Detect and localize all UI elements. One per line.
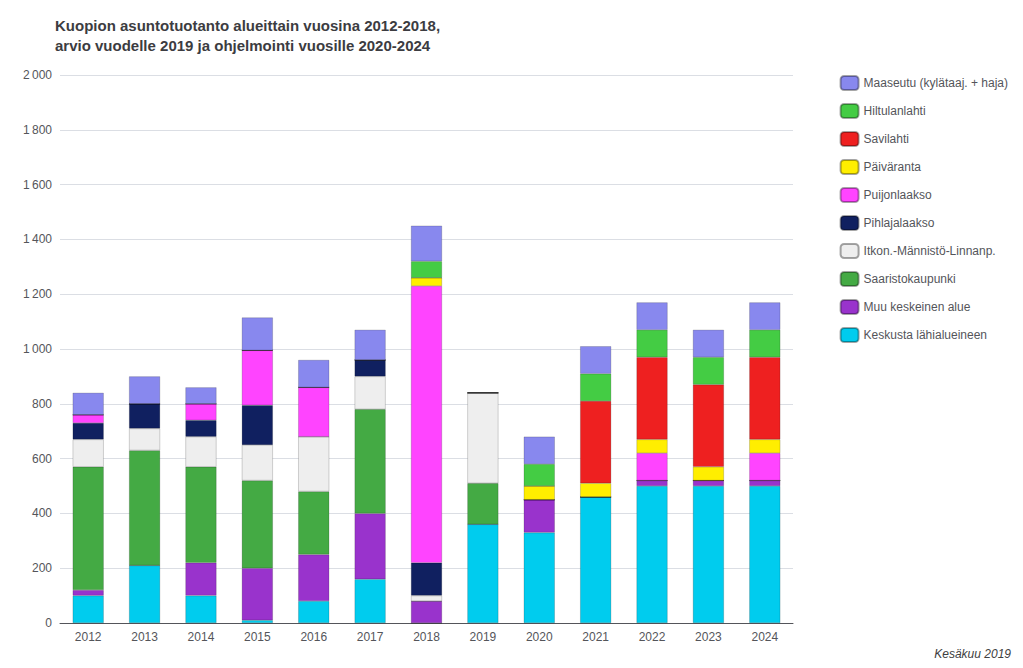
svg-text:2018: 2018 (413, 630, 440, 644)
svg-text:1 800: 1 800 (23, 123, 52, 137)
svg-text:2015: 2015 (244, 630, 271, 644)
svg-text:Itkon.-Männistö-Linnanp.: Itkon.-Männistö-Linnanp. (864, 244, 996, 258)
svg-text:Puijonlaakso: Puijonlaakso (864, 188, 932, 202)
svg-text:2024: 2024 (751, 630, 778, 644)
svg-text:2022: 2022 (639, 630, 666, 644)
svg-text:1 200: 1 200 (23, 287, 52, 301)
svg-text:2020: 2020 (526, 630, 553, 644)
svg-text:Saaristokaupunki: Saaristokaupunki (864, 272, 956, 286)
svg-text:Keskusta lähialueineen: Keskusta lähialueineen (864, 328, 987, 342)
svg-text:Kesäkuu 2019: Kesäkuu 2019 (934, 647, 1011, 661)
svg-text:800: 800 (32, 397, 52, 411)
svg-text:1 000: 1 000 (23, 342, 52, 356)
svg-text:200: 200 (32, 561, 52, 575)
svg-text:Hiltulanlahti: Hiltulanlahti (864, 104, 926, 118)
svg-text:400: 400 (32, 506, 52, 520)
svg-text:Maaseutu (kylätaaj. + haja): Maaseutu (kylätaaj. + haja) (864, 76, 1008, 90)
svg-text:2 000: 2 000 (23, 68, 52, 82)
svg-text:2017: 2017 (357, 630, 384, 644)
svg-text:2012: 2012 (75, 630, 102, 644)
svg-text:arvio vuodelle 2019 ja ohjelmo: arvio vuodelle 2019 ja ohjelmointi vuosi… (55, 37, 431, 54)
svg-text:Kuopion asuntotuotanto alueitt: Kuopion asuntotuotanto alueittain vuosin… (55, 17, 440, 34)
svg-text:2023: 2023 (695, 630, 722, 644)
svg-text:2019: 2019 (470, 630, 497, 644)
svg-text:2014: 2014 (188, 630, 215, 644)
svg-text:2013: 2013 (131, 630, 158, 644)
svg-text:600: 600 (32, 452, 52, 466)
svg-text:Muu keskeinen alue: Muu keskeinen alue (864, 300, 971, 314)
svg-text:Pihlajalaakso: Pihlajalaakso (864, 216, 935, 230)
svg-text:1 400: 1 400 (23, 232, 52, 246)
svg-text:2021: 2021 (582, 630, 609, 644)
svg-text:0: 0 (45, 616, 52, 630)
svg-text:2016: 2016 (300, 630, 327, 644)
svg-text:Päiväranta: Päiväranta (864, 160, 922, 174)
svg-text:1 600: 1 600 (23, 178, 52, 192)
svg-text:Savilahti: Savilahti (864, 132, 909, 146)
